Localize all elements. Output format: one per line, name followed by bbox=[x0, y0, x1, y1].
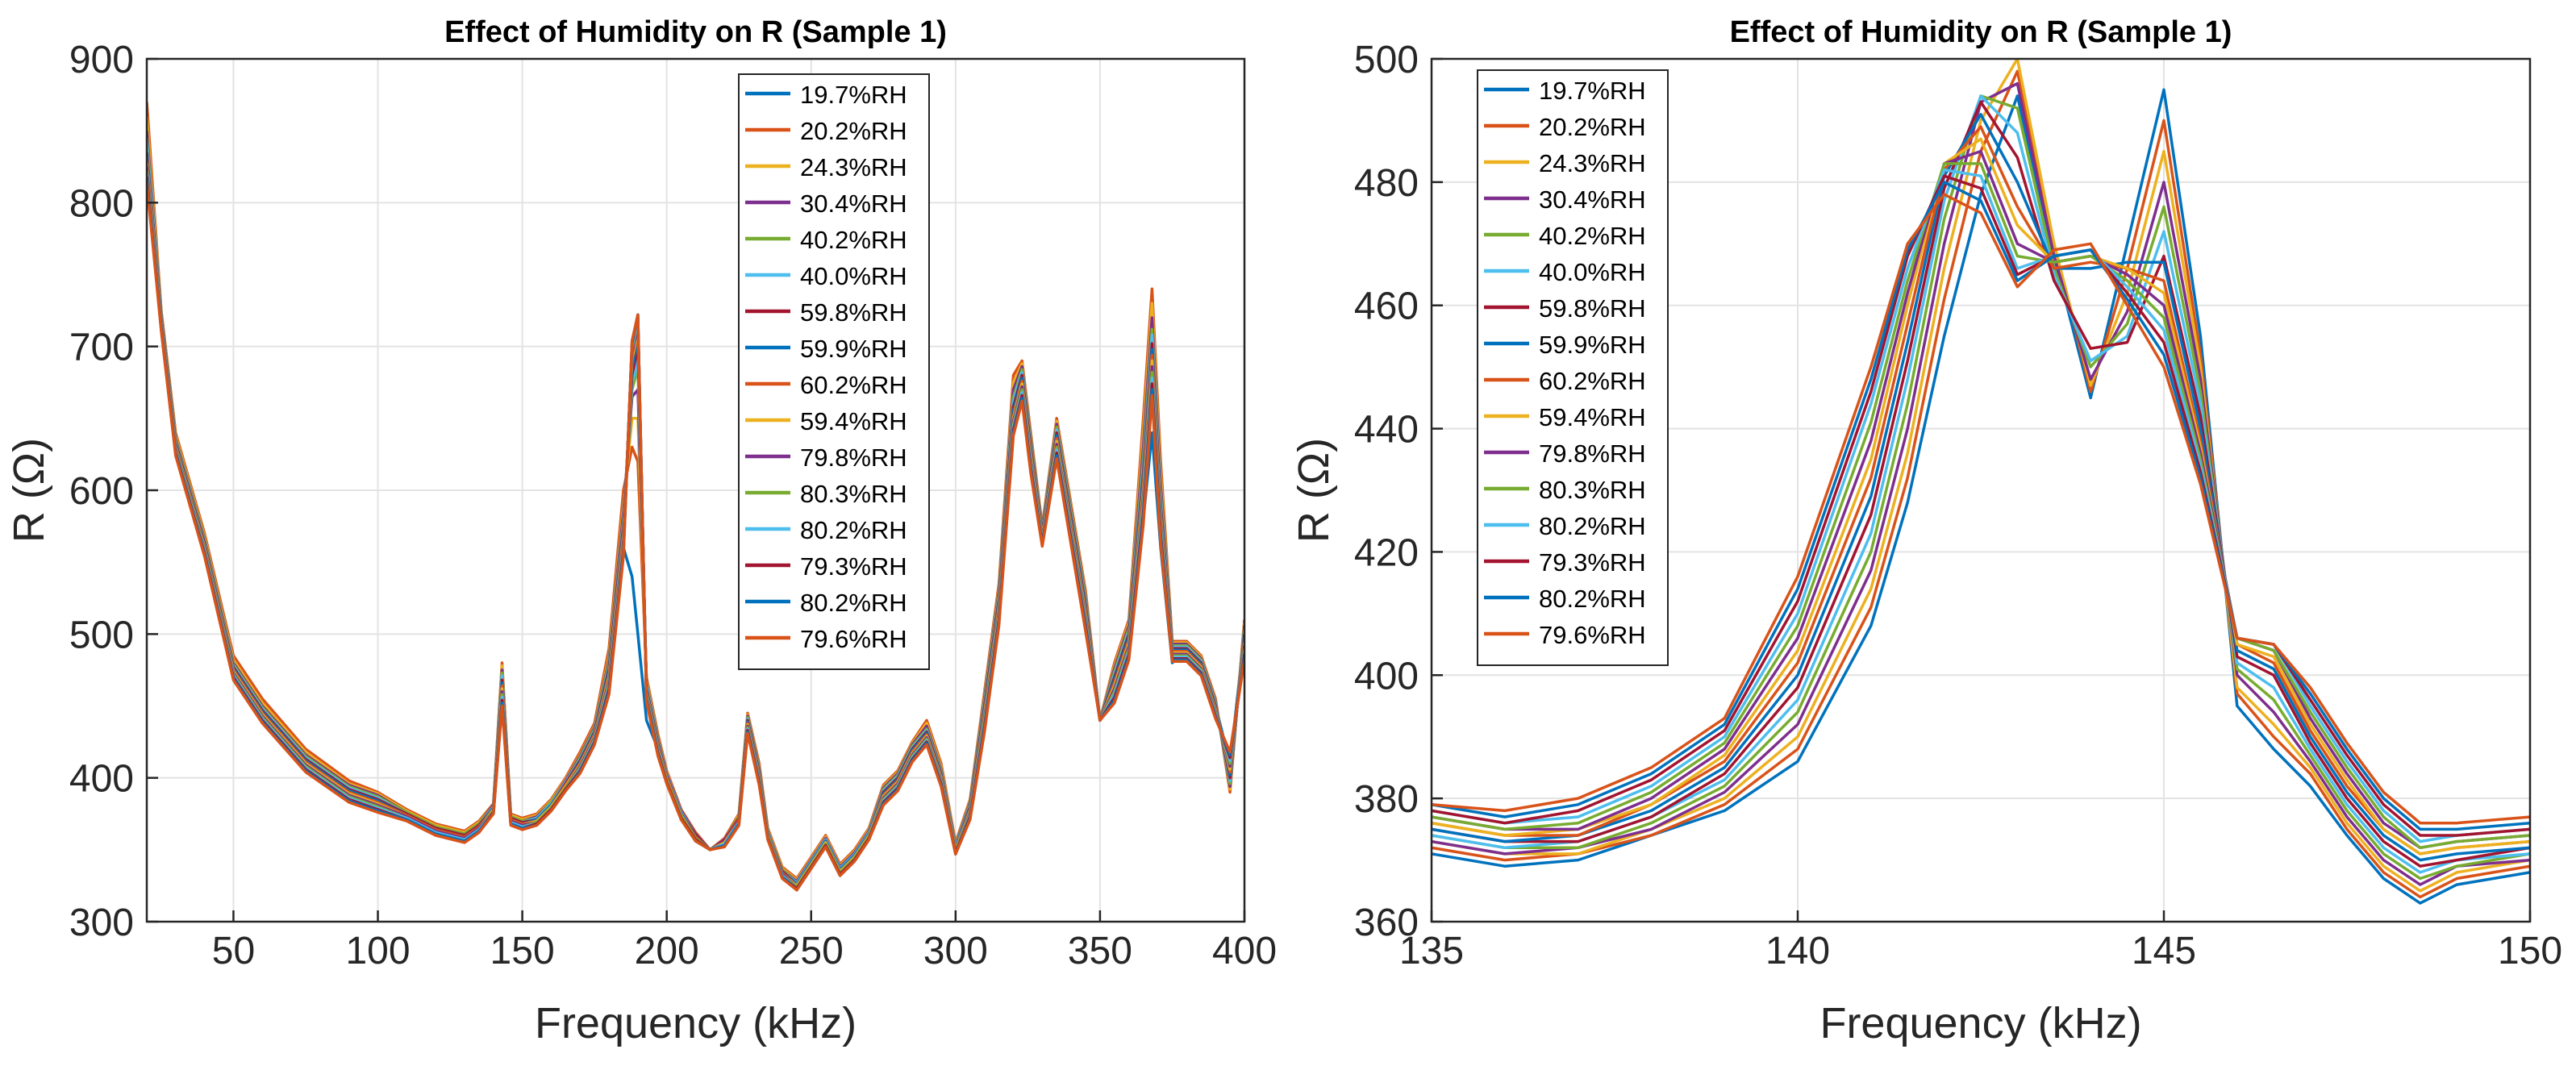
legend-label: 79.6%RH bbox=[1539, 621, 1646, 649]
chart-title: Effect of Humidity on R (Sample 1) bbox=[1730, 15, 2232, 49]
series-line-59.9%RH bbox=[1432, 113, 2530, 862]
y-tick-label: 440 bbox=[1354, 409, 1419, 452]
chart-title: Effect of Humidity on R (Sample 1) bbox=[444, 15, 947, 49]
legend-box bbox=[738, 73, 930, 670]
chart-right: 135 140 145 150 360 380 400 420 440 460 480 500 Effe… bbox=[1290, 15, 2562, 1047]
legend-label: 59.9%RH bbox=[1539, 331, 1646, 359]
series-line-40.0%RH bbox=[1432, 94, 2530, 874]
y-tick-label: 300 bbox=[69, 902, 134, 944]
series-line-79.6%RH bbox=[1432, 193, 2530, 825]
y-tick-label: 420 bbox=[1354, 531, 1419, 574]
legend-label: 59.8%RH bbox=[800, 298, 907, 327]
series-line-59.8%RH bbox=[1432, 100, 2530, 868]
x-tick-label: 350 bbox=[1068, 930, 1132, 972]
x-tick-label: 300 bbox=[923, 930, 988, 972]
x-tick-label: 200 bbox=[635, 930, 699, 972]
legend-label: 20.2%RH bbox=[800, 117, 907, 145]
legend-label: 59.4%RH bbox=[800, 407, 907, 435]
x-tick-label: 135 bbox=[1399, 930, 1464, 972]
y-axis-label: R (Ω) bbox=[5, 438, 53, 543]
y-tick-label: 500 bbox=[1354, 39, 1419, 81]
legend-label: 80.2%RH bbox=[1539, 512, 1646, 540]
y-axis-label: R (Ω) bbox=[1290, 438, 1338, 543]
x-tick-label: 145 bbox=[2132, 930, 2196, 972]
y-tick-label: 800 bbox=[69, 182, 134, 225]
y-tick-label: 480 bbox=[1354, 162, 1419, 205]
y-tick-label: 700 bbox=[69, 327, 134, 369]
legend-label: 24.3%RH bbox=[800, 153, 907, 181]
x-axis-label: Frequency (kHz) bbox=[1819, 999, 2141, 1047]
axes-box bbox=[1430, 57, 2532, 923]
series-group bbox=[1432, 59, 2530, 905]
x-tick-label: 250 bbox=[779, 930, 844, 972]
legend-label: 59.4%RH bbox=[1539, 403, 1646, 431]
legend-label: 60.2%RH bbox=[1539, 367, 1646, 395]
legend-label: 40.0%RH bbox=[1539, 258, 1646, 286]
series-line-19.7%RH bbox=[1432, 88, 2530, 905]
x-tick-label: 400 bbox=[1212, 930, 1277, 972]
y-tick-label: 500 bbox=[69, 614, 134, 656]
y-tick-label: 400 bbox=[1354, 655, 1419, 697]
legend-label: 59.8%RH bbox=[1539, 294, 1646, 323]
legend-label: 40.0%RH bbox=[800, 262, 907, 290]
series-line-80.2%RH bbox=[1432, 181, 2530, 831]
legend-label: 80.2%RH bbox=[800, 516, 907, 544]
y-tick-label: 460 bbox=[1354, 285, 1419, 328]
legend-box bbox=[1477, 69, 1669, 666]
legend-label: 24.3%RH bbox=[1539, 149, 1646, 177]
legend-label: 40.2%RH bbox=[1539, 222, 1646, 250]
legend-label: 79.6%RH bbox=[800, 625, 907, 653]
legend-label: 79.3%RH bbox=[800, 552, 907, 581]
chart-left: 50 100 150 200 250 300 350 400 300 400 500 600 700 80… bbox=[5, 15, 1277, 1047]
legend-label: 19.7%RH bbox=[1539, 77, 1646, 105]
y-tick-label: 900 bbox=[69, 39, 134, 81]
y-tick-label: 400 bbox=[69, 758, 134, 801]
series-line-80.3%RH bbox=[1432, 162, 2530, 850]
series-line-79.6%RH bbox=[147, 182, 1244, 892]
legend-label: 60.2%RH bbox=[800, 371, 907, 399]
legend-label: 19.7%RH bbox=[800, 81, 907, 109]
legend-label: 30.4%RH bbox=[1539, 185, 1646, 214]
legend-label: 79.8%RH bbox=[800, 443, 907, 472]
x-tick-label: 140 bbox=[1765, 930, 1830, 972]
x-tick-label: 150 bbox=[2498, 930, 2562, 972]
legend-label: 59.9%RH bbox=[800, 335, 907, 363]
legend-label: 80.2%RH bbox=[1539, 585, 1646, 613]
legend-label: 79.3%RH bbox=[1539, 548, 1646, 577]
legend-label: 80.3%RH bbox=[1539, 476, 1646, 504]
x-axis-label: Frequency (kHz) bbox=[535, 999, 857, 1047]
series-line-60.2%RH bbox=[1432, 125, 2530, 856]
x-tick-label: 100 bbox=[345, 930, 410, 972]
legend-label: 20.2%RH bbox=[1539, 113, 1646, 141]
x-tick-label: 150 bbox=[490, 930, 555, 972]
x-tick-label: 50 bbox=[212, 930, 255, 972]
y-tick-label: 600 bbox=[69, 470, 134, 513]
y-tick-label: 380 bbox=[1354, 778, 1419, 821]
legend-label: 80.2%RH bbox=[800, 589, 907, 617]
y-tick-label: 360 bbox=[1354, 902, 1419, 944]
legend-label: 80.3%RH bbox=[800, 480, 907, 508]
series-group bbox=[147, 102, 1244, 892]
legend-label: 79.8%RH bbox=[1539, 439, 1646, 468]
legend-label: 30.4%RH bbox=[800, 189, 907, 218]
legend-label: 40.2%RH bbox=[800, 226, 907, 254]
